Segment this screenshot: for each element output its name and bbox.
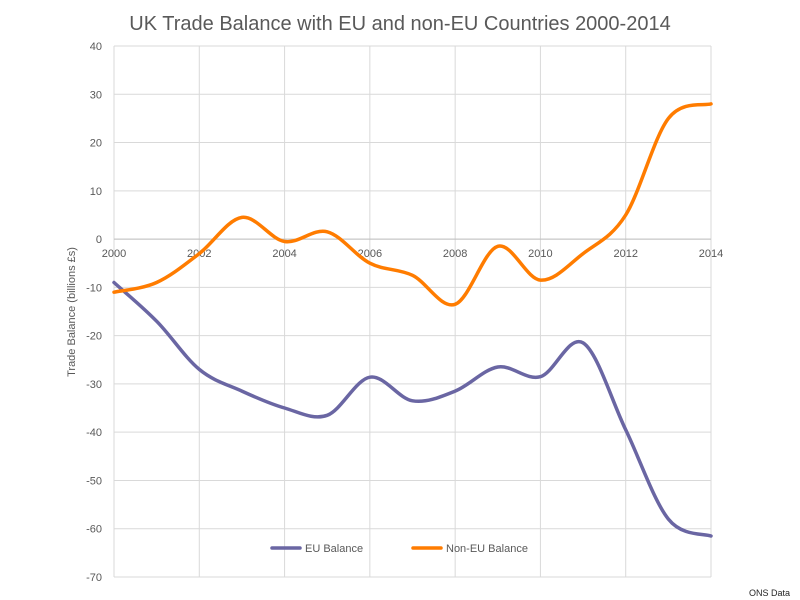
y-tick-label-9: -50 [86, 475, 102, 487]
x-tick-label-7: 2014 [699, 248, 723, 260]
non-eu-balance-point-14 [710, 102, 713, 105]
x-tick-label-6: 2012 [613, 248, 637, 260]
eu-balance-point-12 [624, 428, 627, 431]
eu-balance-point-5 [326, 414, 329, 417]
y-tick-label-3: 10 [90, 186, 102, 198]
non-eu-balance-point-9 [496, 245, 499, 248]
eu-balance-legend-label: EU Balance [305, 543, 363, 555]
y-tick-label-5: -10 [86, 282, 102, 294]
non-eu-balance-point-10 [539, 279, 542, 282]
eu-balance-line [112, 280, 713, 538]
y-axis: 40 30 20 10 0 -10 -20 -30 -40 -50 -60 -70 [86, 41, 102, 584]
y-axis-label: Trade Balance (billions £s) [66, 247, 78, 377]
non-eu-balance-line [112, 102, 713, 307]
non-eu-balance-point-13 [667, 117, 670, 120]
chart-title: UK Trade Balance with EU and non-EU Coun… [129, 13, 670, 35]
eu-balance-point-11 [582, 341, 585, 344]
grid [113, 45, 712, 578]
eu-balance-point-10 [539, 375, 542, 378]
non-eu-balance-point-5 [326, 230, 329, 233]
x-tick-label-5: 2010 [528, 248, 552, 260]
x-tick-label-0: 2000 [102, 248, 126, 260]
eu-balance-point-8 [454, 390, 457, 393]
x-tick-label-2: 2004 [272, 248, 296, 260]
series-group [112, 102, 713, 538]
y-tick-label-1: 30 [90, 89, 102, 101]
y-tick-label-4: 0 [96, 234, 102, 246]
y-tick-label-10: -60 [86, 524, 102, 536]
non-eu-balance-point-7 [411, 274, 414, 277]
eu-balance-point-2 [198, 368, 201, 371]
eu-balance-point-1 [155, 320, 158, 323]
y-tick-label-0: 40 [90, 41, 102, 53]
non-eu-balance-point-12 [624, 213, 627, 216]
non-eu-balance-point-1 [155, 281, 158, 284]
eu-balance-point-9 [496, 366, 499, 369]
eu-balance-point-7 [411, 399, 414, 402]
legend: EU Balance Non-EU Balance [270, 543, 528, 555]
y-tick-label-2: 20 [90, 138, 102, 150]
non-eu-balance-point-4 [283, 240, 286, 243]
non-eu-balance-point-6 [368, 262, 371, 265]
y-tick-label-6: -20 [86, 331, 102, 343]
eu-balance-point-4 [283, 407, 286, 410]
x-tick-label-4: 2008 [443, 248, 467, 260]
non-eu-balance-legend-label: Non-EU Balance [446, 543, 528, 555]
source-note: ONS Data [749, 588, 790, 598]
eu-balance-point-14 [710, 534, 713, 537]
non-eu-balance-point-8 [454, 303, 457, 306]
eu-balance-point-6 [368, 376, 371, 379]
eu-balance-point-3 [240, 390, 243, 393]
y-tick-label-8: -40 [86, 427, 102, 439]
non-eu-balance-point-2 [198, 252, 201, 255]
y-tick-label-7: -30 [86, 379, 102, 391]
y-tick-label-11: -70 [86, 572, 102, 584]
non-eu-balance-point-3 [240, 216, 243, 219]
non-eu-balance-point-11 [582, 252, 585, 255]
eu-balance-point-13 [667, 518, 670, 521]
non-eu-balance-point-0 [113, 291, 116, 294]
eu-balance-point-0 [113, 281, 116, 284]
